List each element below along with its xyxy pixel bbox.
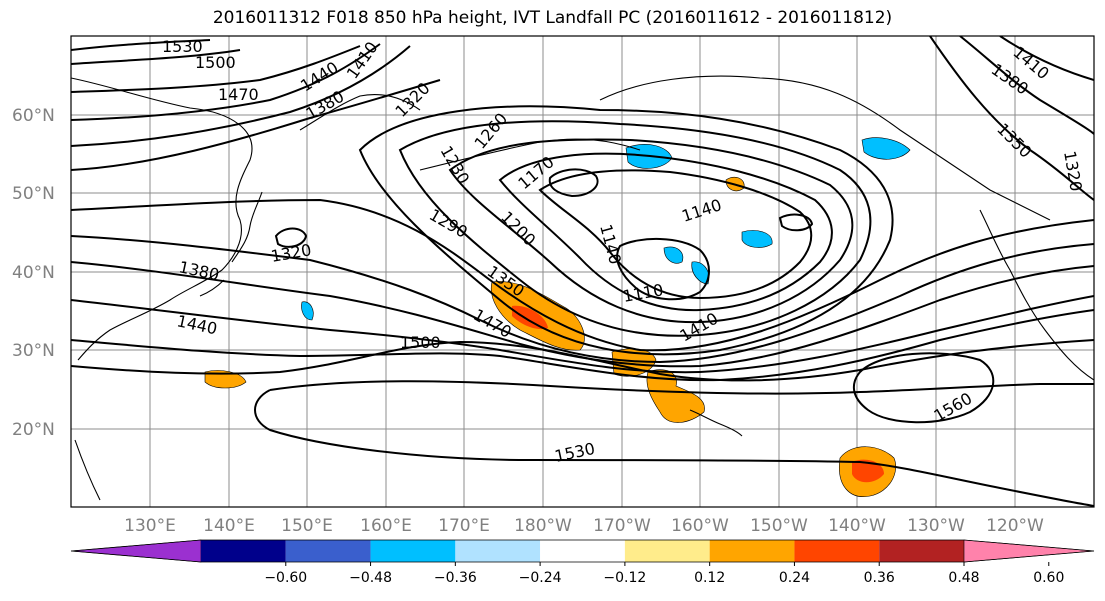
colorbar-box (794, 540, 880, 562)
contour-1560-ring (852, 352, 995, 424)
colorbar-box (370, 540, 456, 562)
contour-1260-ring (358, 105, 894, 356)
lat-label: 40°N (12, 263, 55, 283)
contour-1200-ring (448, 138, 854, 324)
lon-label: 140°E (203, 516, 255, 536)
lon-label: 160°E (360, 516, 412, 536)
hawaii-islands (689, 409, 743, 437)
contour-north-east-2 (999, 36, 1094, 81)
lat-label: 20°N (12, 420, 55, 440)
colorbar-box (285, 540, 371, 562)
contour-1170-ring (498, 152, 833, 312)
contour-1380-south (71, 235, 1094, 364)
colorbar-tick-label: 0.24 (779, 570, 810, 586)
colorbar-extend-low (70, 539, 202, 563)
colorbar-tick-label: −0.60 (264, 570, 307, 586)
kamchatka-coastline (299, 93, 421, 131)
strong-positive-anomaly-patch (512, 305, 548, 330)
contour-label: 1500 (400, 333, 441, 352)
lat-label: 30°N (12, 341, 55, 361)
colorbar-box (455, 540, 541, 562)
contour-closed-low-north (548, 168, 599, 198)
lon-label: 170°E (438, 516, 490, 536)
contour-1350 (71, 198, 1094, 352)
ivt-shading (204, 137, 911, 497)
colorbar-box (201, 540, 286, 562)
contour-label: 1530 (162, 37, 203, 56)
latitude-labels: 60°N 50°N 40°N 30°N 20°N (12, 106, 55, 440)
contour-label: 1470 (218, 85, 259, 104)
asia-coastline (71, 77, 253, 361)
colorbar-extend-high (963, 539, 1095, 563)
alaska-coastline (599, 75, 1051, 221)
lon-label: 130°W (907, 516, 965, 536)
contour-1110-ring (616, 238, 710, 301)
contour-1530-southern-closed (254, 389, 1094, 507)
contour-north-east-3 (929, 36, 1094, 201)
colorbar-tick-label: 0.60 (1033, 570, 1064, 586)
lon-label: 150°E (281, 516, 333, 536)
contour-1320-small-low (274, 227, 308, 248)
colorbar-box (879, 540, 964, 562)
negative-anomaly-patch (861, 137, 911, 160)
negative-anomaly-patch (741, 230, 773, 248)
colorbar-tick-label: 0.48 (948, 570, 979, 586)
contour-1530-south (269, 380, 1094, 395)
lon-label: 120°W (986, 516, 1044, 536)
colorbar: −0.60 −0.48 −0.36 −0.24 −0.12 0.12 0.24 0.36 0.4… (70, 539, 1095, 586)
contour-1140-ring (538, 169, 813, 300)
negative-anomaly-patch (663, 246, 684, 264)
contour-closed-low-east (778, 213, 814, 232)
map-frame (70, 35, 1095, 508)
coastlines (71, 75, 1094, 501)
positive-anomaly-patch (204, 370, 247, 389)
colorbar-tick-label: −0.12 (603, 570, 646, 586)
colorbar-tick-label: −0.24 (519, 570, 562, 586)
lon-label: 170°W (593, 516, 651, 536)
contour-label: 1500 (195, 53, 236, 72)
negative-anomaly-patch (301, 301, 314, 321)
colorbar-box (624, 540, 710, 562)
contour-1530-north (71, 39, 211, 51)
colorbar-box (709, 540, 795, 562)
lon-label: 130°E (124, 516, 176, 536)
lon-label: 160°W (671, 516, 729, 536)
north-america-coastline (979, 209, 1094, 381)
contour-1470-south (71, 309, 1094, 382)
contour-1470-north (71, 45, 361, 93)
lat-label: 50°N (12, 184, 55, 204)
strong-positive-anomaly-patch (852, 459, 884, 483)
lat-label: 60°N (12, 106, 55, 126)
lon-label: 140°W (828, 516, 886, 536)
longitude-labels: 130°E 140°E 150°E 160°E 170°E 180°W 170°… (124, 516, 1044, 536)
colorbar-box (540, 540, 625, 562)
contour-1230-ring (398, 120, 872, 337)
contour-1440-south (71, 295, 1094, 374)
lon-label: 180°W (514, 516, 572, 536)
contour-north-east-1 (959, 36, 1094, 135)
map-title: 2016011312 F018 850 hPa height, IVT Land… (212, 8, 893, 28)
colorbar-outline (70, 539, 1095, 563)
contour-1500-north (71, 49, 241, 65)
colorbar-tick-label: 0.12 (694, 570, 725, 586)
contour-1380 (71, 79, 441, 171)
colorbar-tick-label: 0.36 (864, 570, 895, 586)
philippines-coastline (74, 439, 101, 501)
lon-label: 150°W (750, 516, 808, 536)
height-contours (71, 36, 1094, 507)
colorbar-tick-label: −0.36 (434, 570, 477, 586)
contour-1500-south (71, 339, 1094, 382)
negative-anomaly-patch (691, 261, 710, 285)
contour-1410 (71, 45, 411, 147)
colorbar-tick-label: −0.48 (349, 570, 392, 586)
contour-1440 (71, 43, 381, 121)
